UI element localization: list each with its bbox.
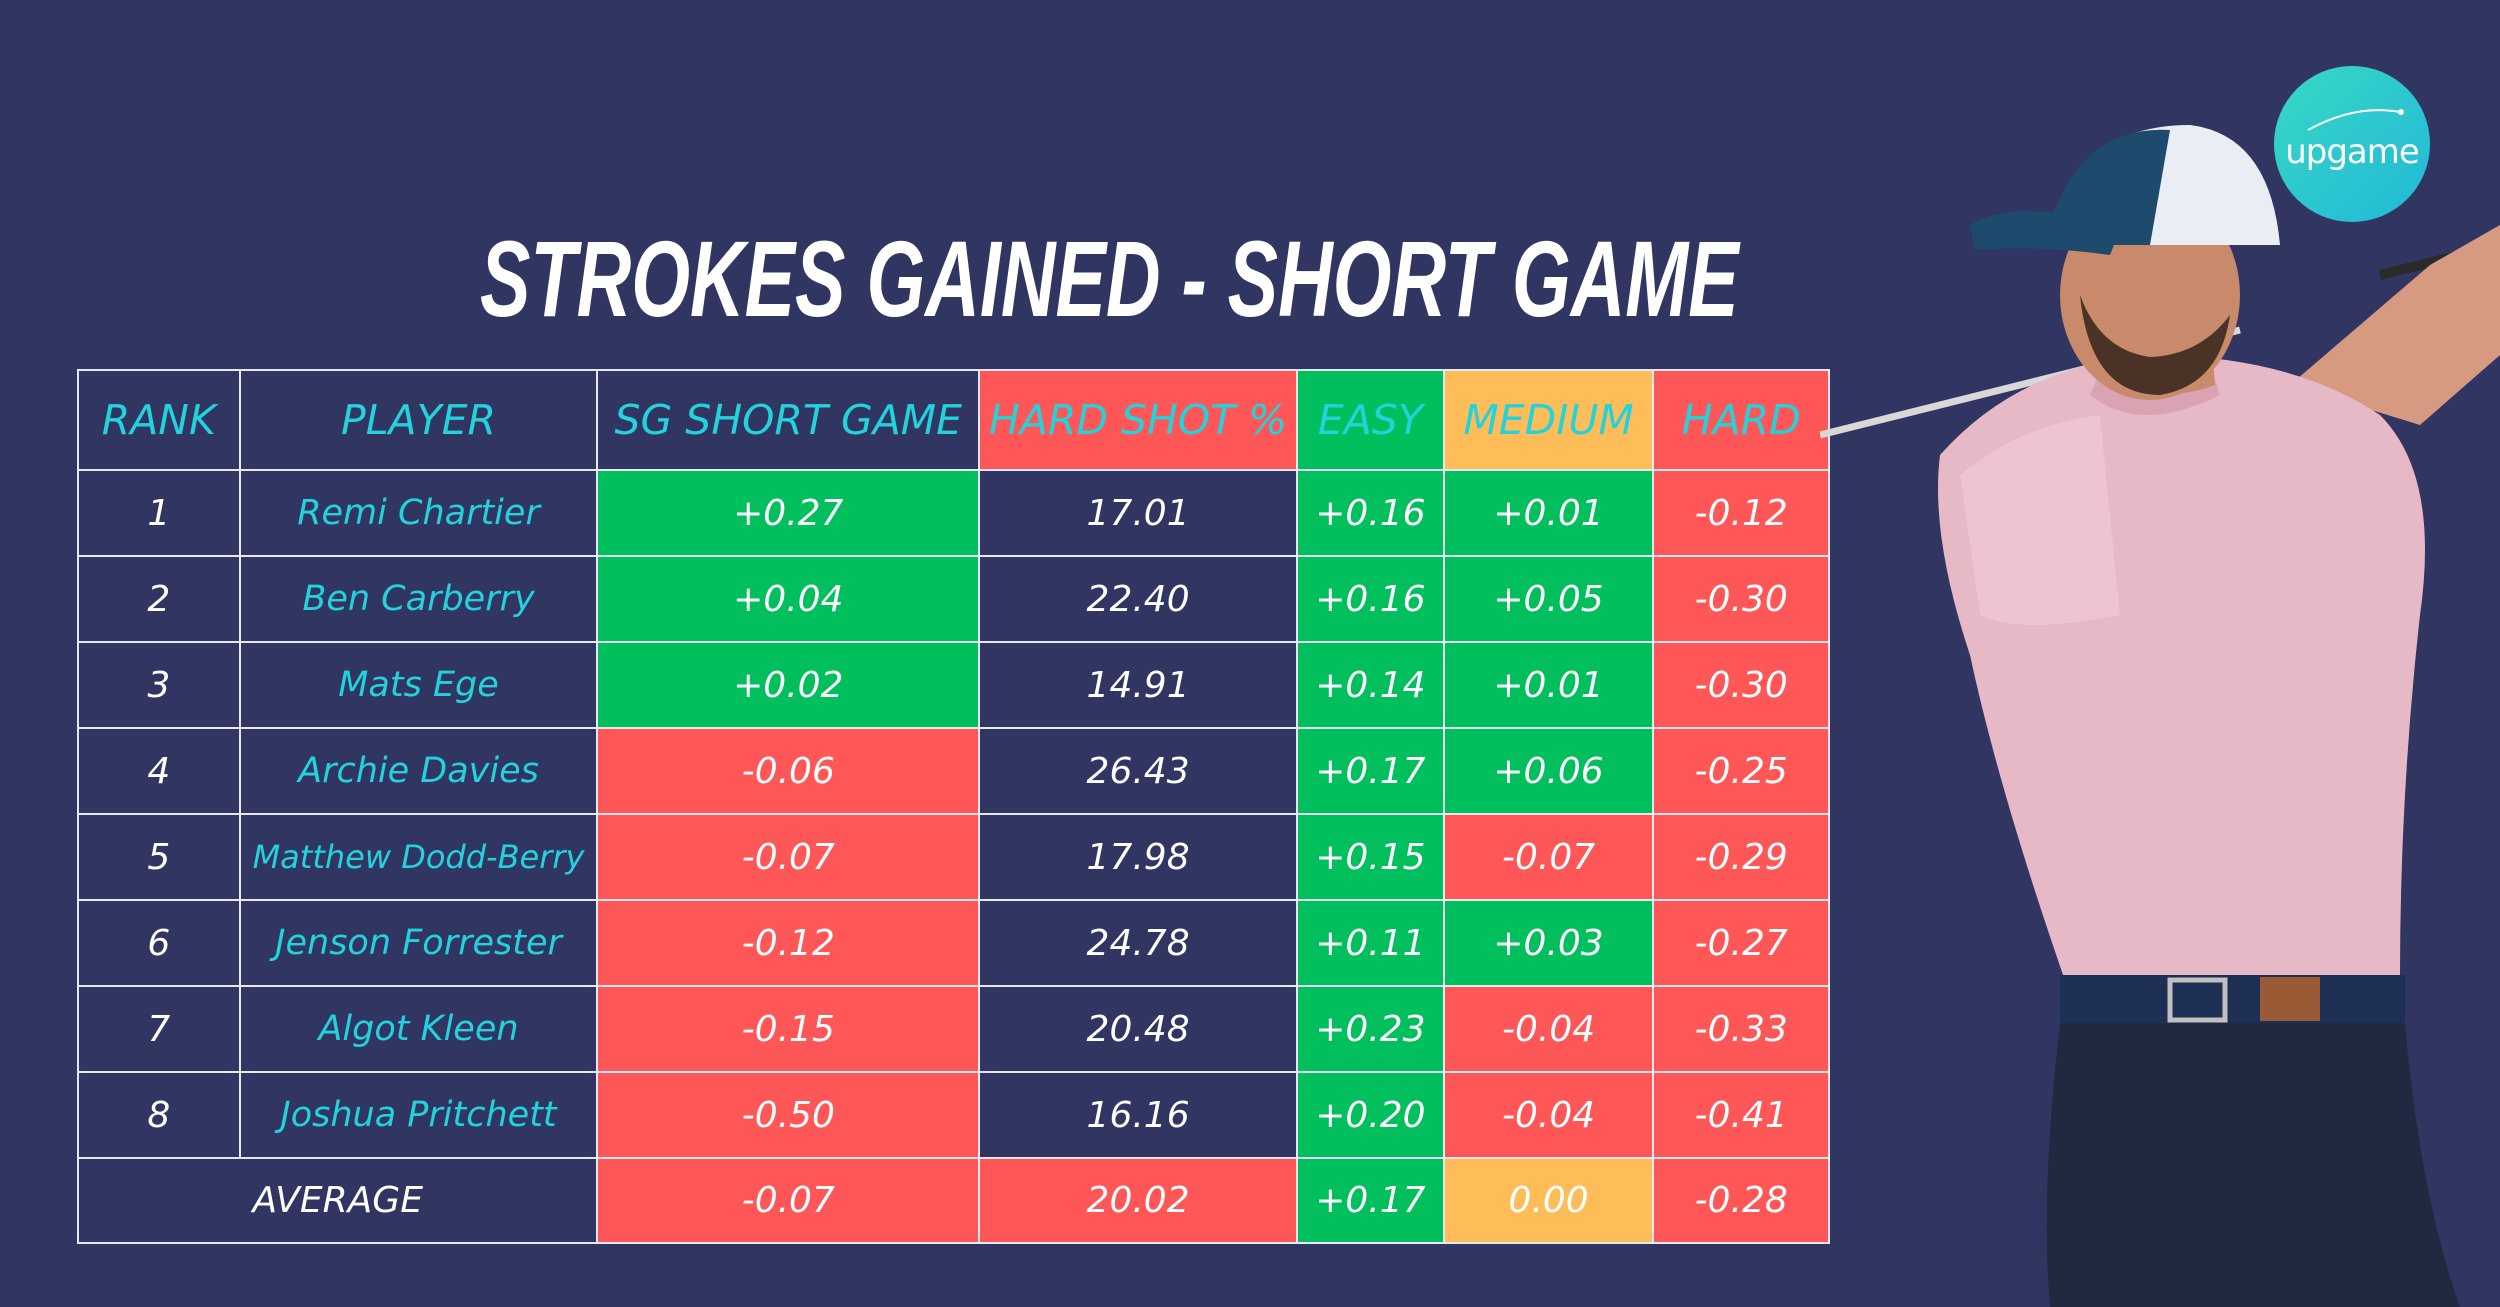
easy-cell: +0.17 — [1296, 727, 1445, 815]
sg-cell: -0.06 — [596, 727, 981, 815]
hard-pct-cell: 26.43 — [978, 727, 1298, 815]
hard-cell: -0.30 — [1652, 641, 1830, 729]
table-row: 1 Remi Chartier +0.27 17.01 +0.16 +0.01 … — [77, 469, 1830, 557]
player-cell: Remi Chartier — [238, 469, 599, 557]
header-rank: RANK — [77, 369, 241, 471]
sg-cell: -0.50 — [596, 1071, 981, 1159]
hard-cell: -0.30 — [1652, 555, 1830, 643]
medium-cell: +0.01 — [1442, 469, 1655, 557]
medium-cell: +0.06 — [1442, 727, 1655, 815]
player-cell: Archie Davies — [238, 727, 599, 815]
avg-hard-cell: -0.28 — [1652, 1157, 1830, 1244]
hard-pct-cell: 22.40 — [978, 555, 1298, 643]
medium-cell: +0.05 — [1442, 555, 1655, 643]
easy-cell: +0.16 — [1296, 469, 1445, 557]
hard-pct-cell: 14.91 — [978, 641, 1298, 729]
table-header-row: RANK PLAYER SG SHORT GAME HARD SHOT % EA… — [77, 369, 1830, 471]
rank-cell: 5 — [77, 813, 241, 901]
medium-cell: -0.07 — [1442, 813, 1655, 901]
table-row: 6 Jenson Forrester -0.12 24.78 +0.11 +0.… — [77, 899, 1830, 987]
sg-cell: -0.15 — [596, 985, 981, 1073]
rank-cell: 6 — [77, 899, 241, 987]
table-row: 5 Matthew Dodd-Berry -0.07 17.98 +0.15 -… — [77, 813, 1830, 901]
rank-cell: 7 — [77, 985, 241, 1073]
avg-sg-cell: -0.07 — [596, 1157, 981, 1244]
player-cell: Algot Kleen — [238, 985, 599, 1073]
sg-cell: +0.27 — [596, 469, 981, 557]
hard-cell: -0.41 — [1652, 1071, 1830, 1159]
player-cell: Mats Ege — [238, 641, 599, 729]
sg-cell: +0.04 — [596, 555, 981, 643]
rank-cell: 1 — [77, 469, 241, 557]
golfer-photo — [1820, 125, 2500, 1307]
easy-cell: +0.14 — [1296, 641, 1445, 729]
rank-cell: 3 — [77, 641, 241, 729]
player-cell: Ben Carberry — [238, 555, 599, 643]
average-label: AVERAGE — [76, 1157, 599, 1244]
easy-cell: +0.15 — [1296, 813, 1445, 901]
hard-pct-cell: 20.48 — [978, 985, 1298, 1073]
upgame-logo: upgame — [2274, 66, 2430, 222]
header-hard: HARD — [1652, 369, 1830, 471]
avg-hard-pct-cell: 20.02 — [978, 1157, 1298, 1244]
logo-text: upgame — [2285, 132, 2420, 172]
header-hard-shot-pct: HARD SHOT % — [978, 369, 1298, 471]
header-easy: EASY — [1296, 369, 1445, 471]
logo-arc-icon — [2307, 109, 2404, 131]
avg-medium-cell: 0.00 — [1442, 1157, 1655, 1244]
hard-pct-cell: 24.78 — [978, 899, 1298, 987]
table-row: 7 Algot Kleen -0.15 20.48 +0.23 -0.04 -0… — [77, 985, 1830, 1073]
hard-cell: -0.12 — [1652, 469, 1830, 557]
avg-easy-cell: +0.17 — [1296, 1157, 1445, 1244]
player-cell: Jenson Forrester — [238, 899, 599, 987]
header-player: PLAYER — [238, 369, 599, 471]
header-medium: MEDIUM — [1442, 369, 1655, 471]
medium-cell: -0.04 — [1442, 1071, 1655, 1159]
page-title: STROKES GAINED - SHORT GAME — [480, 218, 1739, 339]
sg-cell: -0.07 — [596, 813, 981, 901]
medium-cell: +0.01 — [1442, 641, 1655, 729]
rank-cell: 8 — [77, 1071, 241, 1159]
hard-cell: -0.27 — [1652, 899, 1830, 987]
header-sg-short-game: SG SHORT GAME — [596, 369, 981, 471]
hard-cell: -0.25 — [1652, 727, 1830, 815]
rank-cell: 4 — [77, 727, 241, 815]
hard-pct-cell: 17.98 — [978, 813, 1298, 901]
easy-cell: +0.16 — [1296, 555, 1445, 643]
medium-cell: +0.03 — [1442, 899, 1655, 987]
hard-cell: -0.29 — [1652, 813, 1830, 901]
player-cell: Joshua Pritchett — [238, 1071, 599, 1159]
table-row: 2 Ben Carberry +0.04 22.40 +0.16 +0.05 -… — [77, 555, 1830, 643]
easy-cell: +0.11 — [1296, 899, 1445, 987]
table-row: 4 Archie Davies -0.06 26.43 +0.17 +0.06 … — [77, 727, 1830, 815]
medium-cell: -0.04 — [1442, 985, 1655, 1073]
easy-cell: +0.20 — [1296, 1071, 1445, 1159]
table-row: 8 Joshua Pritchett -0.50 16.16 +0.20 -0.… — [77, 1071, 1830, 1159]
hard-pct-cell: 16.16 — [978, 1071, 1298, 1159]
rank-cell: 2 — [77, 555, 241, 643]
hard-pct-cell: 17.01 — [978, 469, 1298, 557]
player-cell: Matthew Dodd-Berry — [238, 813, 599, 901]
sg-cell: +0.02 — [596, 641, 981, 729]
hard-cell: -0.33 — [1652, 985, 1830, 1073]
stats-table: RANK PLAYER SG SHORT GAME HARD SHOT % EA… — [76, 369, 1830, 1244]
average-row: AVERAGE -0.07 20.02 +0.17 0.00 -0.28 — [76, 1157, 1830, 1244]
easy-cell: +0.23 — [1296, 985, 1445, 1073]
table-row: 3 Mats Ege +0.02 14.91 +0.14 +0.01 -0.30 — [77, 641, 1830, 729]
sg-cell: -0.12 — [596, 899, 981, 987]
